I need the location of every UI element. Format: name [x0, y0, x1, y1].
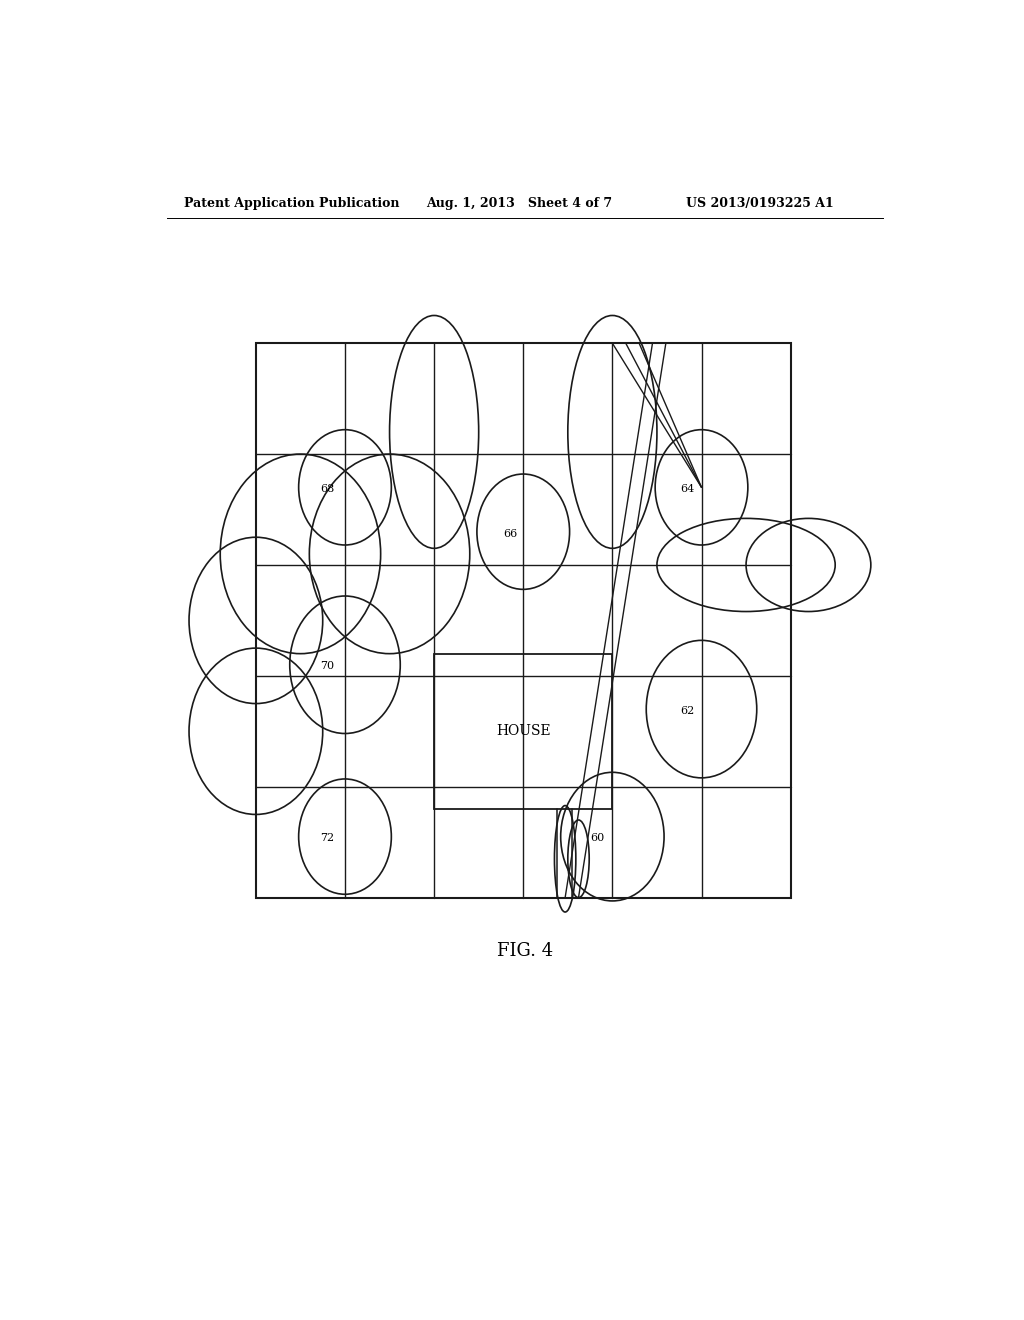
Bar — [434, 653, 612, 809]
Text: Aug. 1, 2013   Sheet 4 of 7: Aug. 1, 2013 Sheet 4 of 7 — [426, 197, 612, 210]
Text: 70: 70 — [321, 661, 334, 671]
Text: 64: 64 — [680, 483, 694, 494]
Text: 68: 68 — [321, 483, 334, 494]
Text: 66: 66 — [504, 529, 518, 540]
Text: 60: 60 — [590, 833, 604, 843]
Text: Patent Application Publication: Patent Application Publication — [183, 197, 399, 210]
Bar — [256, 343, 791, 898]
Text: HOUSE: HOUSE — [496, 725, 551, 738]
Text: FIG. 4: FIG. 4 — [497, 942, 553, 961]
Text: 72: 72 — [321, 833, 334, 843]
Text: 62: 62 — [680, 705, 694, 715]
Text: US 2013/0193225 A1: US 2013/0193225 A1 — [686, 197, 834, 210]
